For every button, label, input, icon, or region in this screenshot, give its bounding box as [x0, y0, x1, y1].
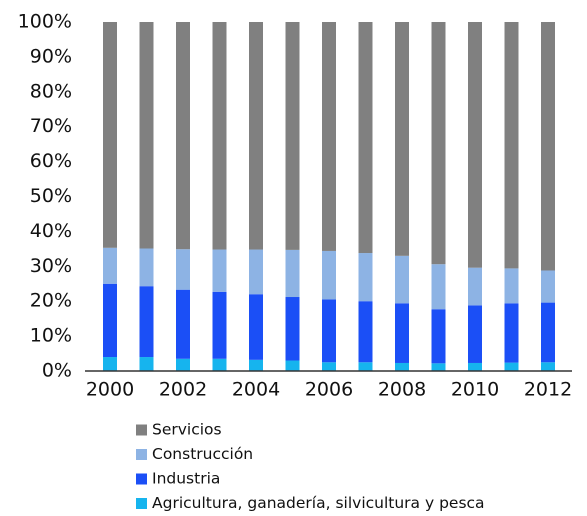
bar-segment: [504, 268, 519, 304]
y-tick-label: 10%: [30, 325, 72, 347]
y-tick-label: 100%: [18, 11, 72, 33]
bar-segment: [285, 360, 300, 371]
bar-segment: [395, 303, 409, 363]
bar-segment: [322, 299, 336, 363]
bar-segment: [139, 248, 154, 287]
bar-segment: [541, 270, 555, 303]
y-tick-label: 80%: [30, 80, 72, 102]
bar-segment: [285, 22, 300, 250]
bar-segment: [358, 22, 373, 254]
x-tick-label: 2006: [305, 379, 353, 401]
bar-segment: [395, 255, 409, 304]
y-tick-label: 50%: [30, 185, 72, 207]
bar-segment: [431, 264, 446, 310]
bar-segment: [431, 363, 446, 371]
y-tick-label: 0%: [42, 360, 72, 382]
legend-swatch: [136, 449, 147, 460]
bar-segment: [103, 247, 117, 284]
bar-segment: [431, 309, 446, 364]
bar-segment: [249, 22, 263, 250]
bar-segment: [358, 362, 373, 371]
bar-segment: [504, 22, 519, 269]
bar-segment: [139, 286, 154, 358]
bar-segment: [322, 22, 336, 251]
bar-segment: [504, 303, 519, 363]
bar-segment: [176, 289, 190, 359]
bar-segment: [322, 250, 336, 300]
bar-segment: [468, 22, 482, 268]
bar-segment: [285, 249, 300, 298]
x-tick-label: 2002: [159, 379, 207, 401]
bar-segment: [103, 357, 117, 371]
bar-segment: [212, 358, 227, 371]
bar-segment: [176, 358, 190, 371]
bar-segment: [285, 297, 300, 361]
y-tick-label: 30%: [30, 255, 72, 277]
y-tick-label: 20%: [30, 290, 72, 312]
x-tick-label: 2004: [232, 379, 280, 401]
y-tick-label: 90%: [30, 45, 72, 67]
bar-segment: [395, 362, 409, 371]
bar-segment: [541, 302, 555, 363]
bar-segment: [322, 362, 336, 371]
y-tick-label: 60%: [30, 150, 72, 172]
bar-segment: [212, 249, 227, 292]
x-tick-label: 2008: [378, 379, 426, 401]
bar-segment: [468, 305, 482, 363]
bar-segment: [541, 362, 555, 371]
bar-segment: [504, 362, 519, 371]
legend-label: Construcción: [152, 445, 253, 463]
legend-label: Servicios: [152, 421, 222, 439]
bar-segment: [468, 362, 482, 371]
bar-segment: [249, 249, 263, 295]
legend-label: Industria: [152, 470, 220, 488]
x-tick-label: 2012: [524, 379, 572, 401]
bar-segment: [212, 291, 227, 359]
bar-segment: [358, 301, 373, 363]
bar-segment: [541, 22, 555, 271]
bar-segment: [176, 249, 190, 290]
bar-segment: [139, 22, 154, 249]
bar-segment: [176, 22, 190, 250]
legend-label: Agricultura, ganadería, silvicultura y p…: [152, 494, 485, 512]
bar-segment: [103, 283, 117, 358]
bar-segment: [249, 359, 263, 371]
bar-segment: [249, 294, 263, 360]
bar-segment: [395, 22, 409, 256]
bar-segment: [212, 22, 227, 250]
x-tick-label: 2010: [451, 379, 499, 401]
bar-segment: [139, 357, 154, 371]
legend-swatch: [136, 473, 147, 485]
bar-segment: [468, 267, 482, 306]
bar-segment: [358, 253, 373, 302]
x-tick-label: 2000: [86, 379, 134, 401]
legend-swatch: [136, 424, 147, 436]
bar-segment: [431, 22, 446, 265]
y-tick-label: 70%: [30, 115, 72, 137]
y-tick-label: 40%: [30, 220, 72, 242]
bar-segment: [103, 22, 117, 248]
legend-swatch: [136, 498, 147, 509]
